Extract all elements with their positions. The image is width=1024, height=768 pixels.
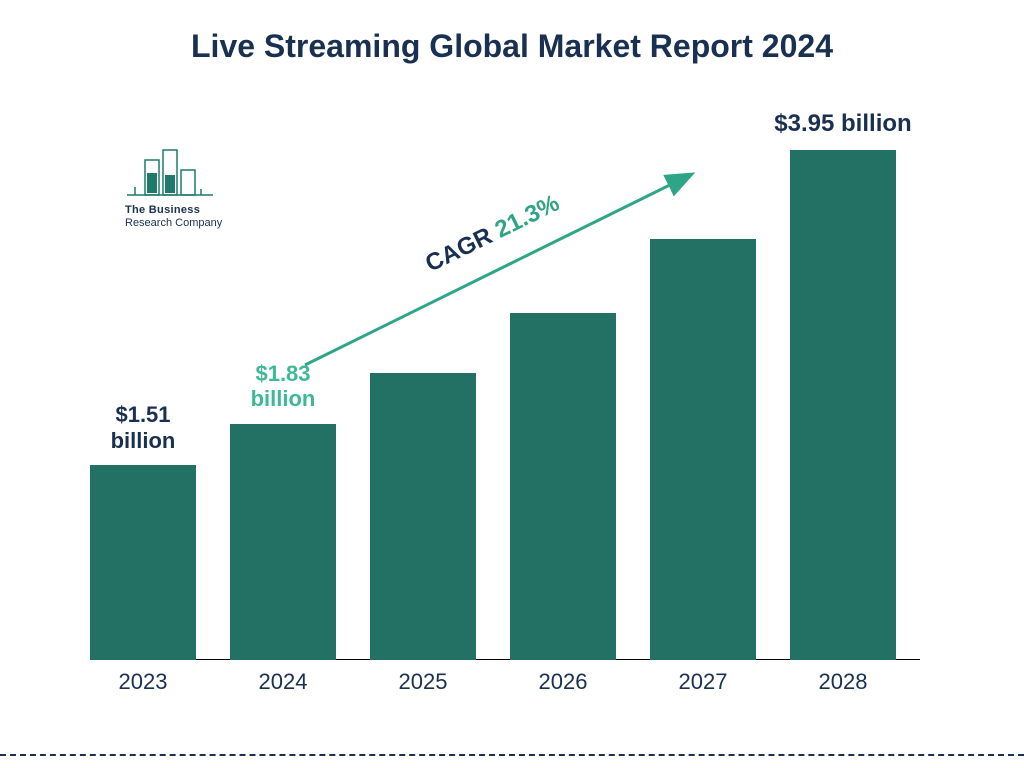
bar-value-label: $1.51billion: [72, 402, 214, 453]
x-axis-category: 2025: [360, 669, 486, 695]
bar: [90, 465, 196, 660]
x-axis-category: 2028: [780, 669, 906, 695]
bottom-divider: [0, 754, 1024, 756]
bar: [650, 239, 756, 660]
x-axis-category: 2026: [500, 669, 626, 695]
bar: [510, 313, 616, 660]
bar: [790, 150, 896, 660]
bar-value-label: $3.95 billion: [772, 110, 914, 138]
bar: [370, 373, 476, 660]
x-axis-category: 2023: [80, 669, 206, 695]
bar-value-label: $1.83billion: [212, 361, 354, 412]
bar: [230, 424, 336, 660]
x-axis-category: 2024: [220, 669, 346, 695]
chart-container: Live Streaming Global Market Report 2024…: [0, 0, 1024, 768]
chart-title: Live Streaming Global Market Report 2024: [0, 28, 1024, 65]
x-axis-category: 2027: [640, 669, 766, 695]
